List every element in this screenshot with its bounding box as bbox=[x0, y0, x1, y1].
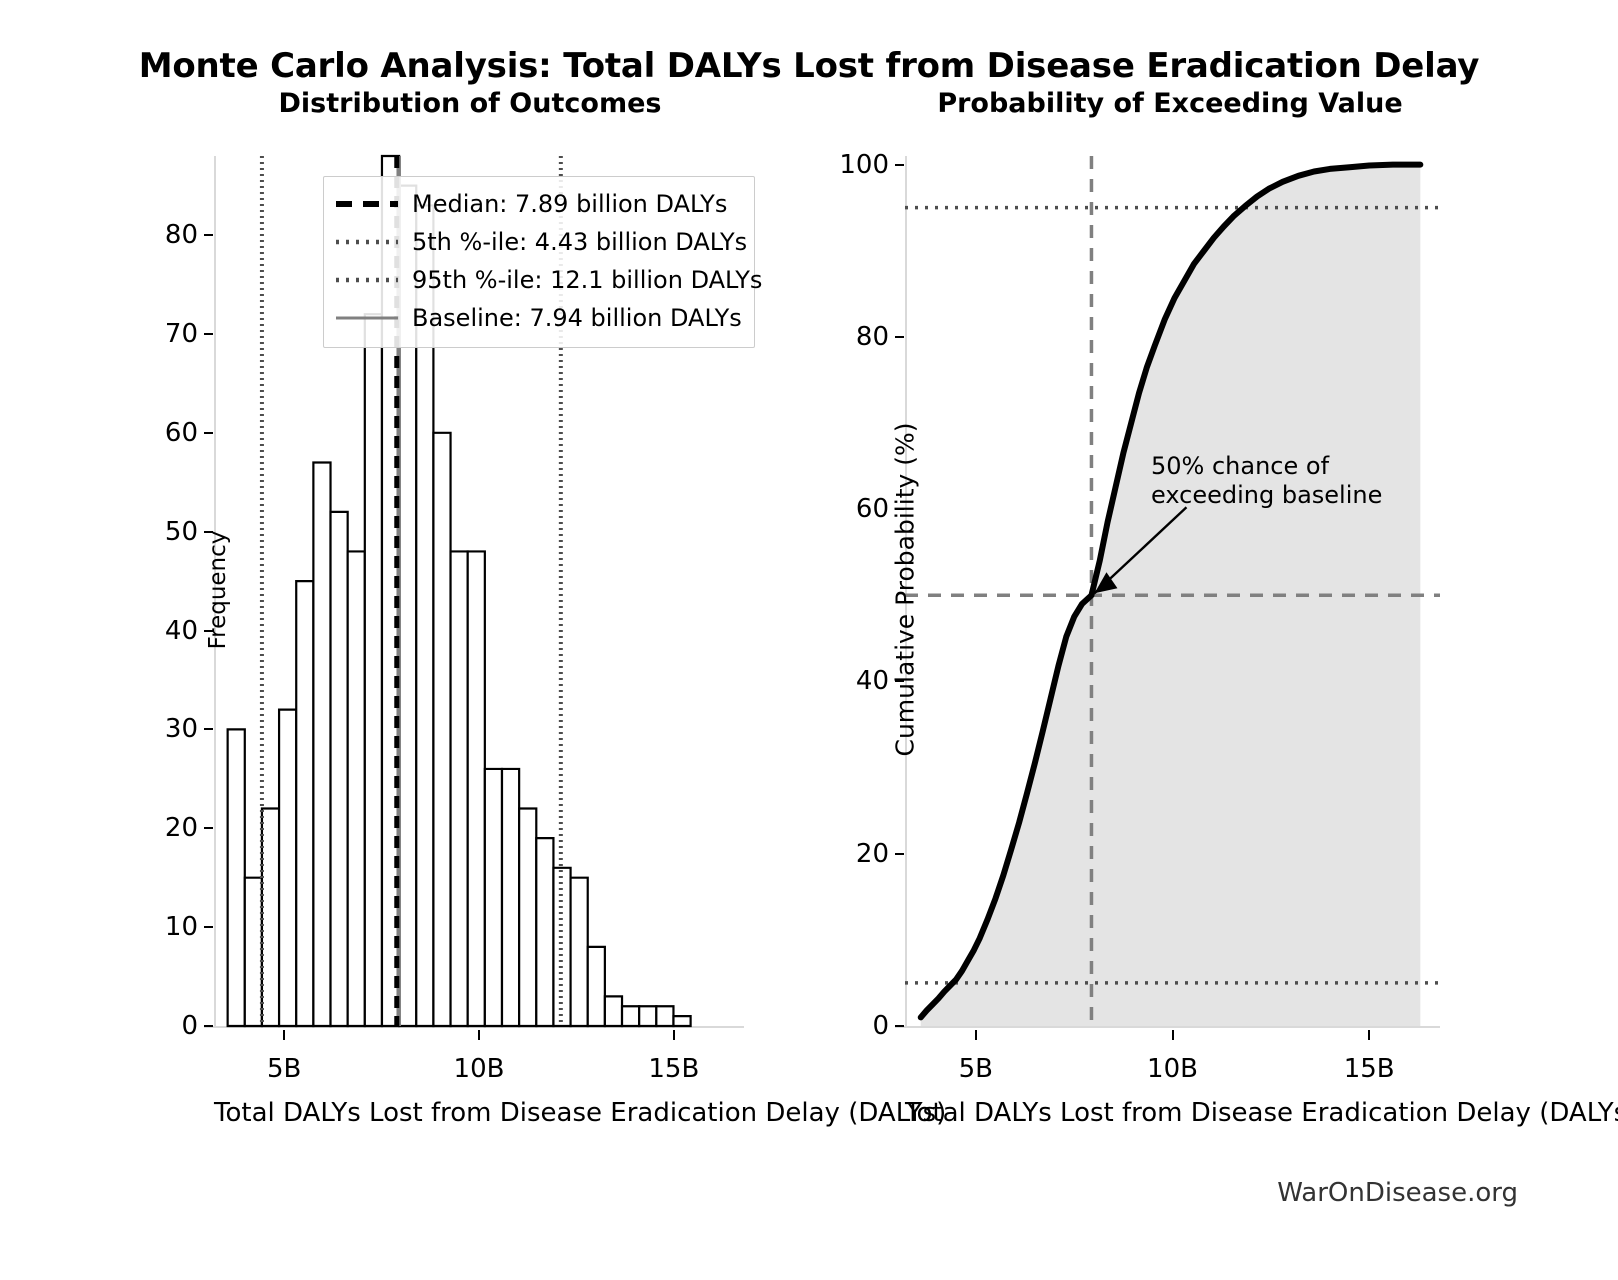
histogram-y-tick-label: 0 bbox=[181, 1011, 198, 1041]
cdf-curve bbox=[921, 165, 1421, 1018]
histogram-y-tick-label: 80 bbox=[164, 220, 198, 251]
histogram-x-tick-mark bbox=[672, 1030, 675, 1040]
histogram-legend: Median: 7.89 billion DALYs 5th %-ile: 4.4… bbox=[323, 176, 762, 348]
cdf-y-tick-label: 40 bbox=[855, 666, 889, 697]
histogram-y-axis-label: Frequency bbox=[205, 530, 231, 650]
legend-row: 5th %-ile: 4.43 billion DALYs bbox=[334, 223, 748, 261]
cdf-x-tick-mark bbox=[1171, 1030, 1174, 1040]
histogram-bar bbox=[279, 710, 296, 1026]
annotation-arrow-head bbox=[1094, 572, 1118, 594]
histogram-y-tick-label: 50 bbox=[164, 516, 198, 547]
legend-key-icon bbox=[334, 194, 400, 214]
histogram-bar bbox=[296, 581, 313, 1026]
legend-row: Median: 7.89 billion DALYs bbox=[334, 185, 744, 223]
legend-label: 5th %-ile: 4.43 billion DALYs bbox=[412, 228, 748, 256]
figure-footer: WarOnDisease.org bbox=[1277, 1178, 1518, 1208]
histogram-bar bbox=[673, 1016, 690, 1026]
legend-label: 95th %-ile: 12.1 billion DALYs bbox=[412, 266, 763, 294]
histogram-x-tick-mark bbox=[478, 1030, 480, 1040]
legend-key-icon bbox=[334, 308, 400, 328]
cdf-x-tick-label: 5B bbox=[958, 1054, 993, 1084]
cdf-y-tick-mark bbox=[895, 852, 904, 855]
cdf-x-axis-label: Total DALYs Lost from Disease Eradicatio… bbox=[905, 1098, 1618, 1128]
histogram-y-tick-mark bbox=[204, 530, 213, 533]
cdf-plot bbox=[905, 156, 1440, 1027]
cdf-y-tick-mark bbox=[895, 163, 904, 166]
cdf-annotation: 50% chance of exceeding baseline bbox=[1151, 452, 1383, 510]
cdf-axes: 0 20 40 60 80 100 5B 10B 15B Cumulative Probabi… bbox=[839, 150, 1618, 1128]
histogram-bar bbox=[656, 1006, 673, 1026]
histogram-bar bbox=[262, 809, 279, 1027]
cdf-x-spine bbox=[895, 1026, 1440, 1028]
histogram-axes: 0 10 20 30 40 50 60 70 80 5B 10B 15B Frequency Tot… bbox=[165, 156, 946, 1128]
cdf-y-tick-label: 60 bbox=[855, 494, 889, 525]
histogram-y-tick-mark bbox=[204, 926, 213, 929]
cdf-y-tick-mark bbox=[895, 508, 904, 511]
cdf-y-axis-label: Cumulative Probability (%) bbox=[890, 422, 920, 757]
histogram-y-tick-mark bbox=[204, 1025, 213, 1027]
histogram-bar bbox=[622, 1006, 639, 1026]
cdf-y-tick-label: 100 bbox=[839, 149, 889, 180]
cdf-x-tick-label: 10B bbox=[1147, 1054, 1198, 1084]
histogram-x-tick-label: 15B bbox=[648, 1054, 700, 1084]
histogram-bar bbox=[536, 838, 553, 1026]
legend-row: Baseline: 7.94 billion DALYs bbox=[334, 299, 744, 337]
histogram-y-tick-label: 40 bbox=[164, 615, 198, 646]
cdf-x-tick-mark bbox=[1368, 1030, 1371, 1040]
histogram-y-tick-mark bbox=[204, 234, 213, 237]
histogram-y-tick-label: 20 bbox=[164, 813, 198, 844]
cdf-y-tick-label: 80 bbox=[855, 321, 889, 352]
histogram-y-tick-mark bbox=[204, 629, 213, 632]
cdf-x-tick-mark bbox=[974, 1030, 977, 1040]
histogram-bar bbox=[433, 433, 450, 1026]
histogram-y-tick-mark bbox=[204, 827, 213, 830]
histogram-bar bbox=[605, 996, 622, 1026]
histogram-x-tick-mark bbox=[283, 1030, 286, 1040]
histogram-y-spine bbox=[214, 156, 216, 1026]
histogram-x-tick-label: 5B bbox=[266, 1054, 302, 1084]
cdf-y-tick-mark bbox=[895, 335, 904, 338]
histogram-bar bbox=[451, 551, 468, 1026]
cdf-y-tick-mark bbox=[895, 680, 904, 683]
legend-label: Baseline: 7.94 billion DALYs bbox=[412, 304, 742, 332]
histogram-x-tick-label: 10B bbox=[453, 1054, 505, 1084]
histogram-bar bbox=[502, 769, 519, 1026]
right-chart-title: Probability of Exceeding Value bbox=[937, 88, 1403, 119]
histogram-bar bbox=[245, 878, 262, 1026]
histogram-y-tick-label: 30 bbox=[164, 714, 198, 745]
histogram-y-tick-label: 70 bbox=[164, 318, 198, 349]
histogram-bar bbox=[588, 947, 605, 1026]
histogram-bar bbox=[468, 551, 485, 1026]
histogram-bar bbox=[485, 769, 502, 1026]
histogram-y-tick-mark bbox=[204, 332, 213, 335]
histogram-bar bbox=[519, 809, 536, 1027]
figure-suptitle: Monte Carlo Analysis: Total DALYs Lost f… bbox=[138, 46, 1480, 86]
histogram-bar bbox=[571, 878, 588, 1026]
cdf-y-spine bbox=[905, 156, 907, 1026]
histogram-bar bbox=[365, 314, 382, 1026]
cdf-y-tick-label: 20 bbox=[855, 838, 889, 869]
histogram-bar bbox=[331, 512, 348, 1026]
histogram-y-tick-mark bbox=[204, 431, 213, 434]
legend-label: Median: 7.89 billion DALYs bbox=[412, 190, 728, 218]
histogram-bar bbox=[313, 462, 330, 1026]
histogram-x-axis-label: Total DALYs Lost from Disease Eradicatio… bbox=[214, 1098, 947, 1128]
cdf-x-tick-label: 15B bbox=[1343, 1054, 1395, 1084]
legend-key-icon bbox=[334, 232, 400, 252]
cdf-y-tick-mark bbox=[895, 1025, 904, 1027]
histogram-y-tick-label: 10 bbox=[164, 912, 198, 943]
histogram-bar bbox=[639, 1006, 656, 1026]
histogram-y-tick-mark bbox=[204, 728, 213, 731]
legend-row: 95th %-ile: 12.1 billion DALYs bbox=[334, 261, 762, 299]
histogram-bar bbox=[348, 551, 365, 1026]
cdf-y-tick-label: 0 bbox=[872, 1011, 889, 1041]
legend-key-icon bbox=[334, 270, 400, 290]
histogram-bar bbox=[228, 729, 245, 1026]
histogram-y-tick-label: 60 bbox=[164, 417, 198, 448]
left-chart-title: Distribution of Outcomes bbox=[278, 88, 662, 119]
histogram-plot bbox=[214, 156, 744, 1026]
